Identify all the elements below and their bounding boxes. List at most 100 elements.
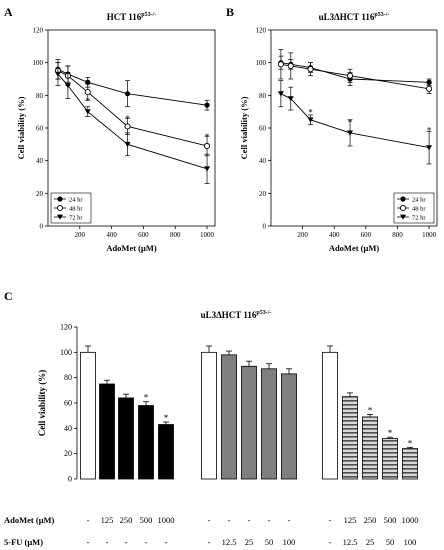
panel-c-ytick-label: 20 [64,449,72,458]
panel-c-5fu-value: - [145,537,148,547]
panel-a-ytick-label: 80 [36,92,44,100]
panel-a-data-point [54,71,61,77]
panel-c-significance-star: * [164,413,169,423]
panel-b-data-point [307,66,314,73]
panel-c-ytick-label: 80 [64,373,72,382]
panel-b-xtick-label: 800 [392,231,403,239]
panel-b-data-point [277,91,284,97]
panel-c-adomet-value: - [87,515,90,525]
panel-c-significance-star: * [368,405,373,415]
panel-c-5fu-value: 25 [245,537,254,547]
panel-c-bar [118,397,134,480]
panel-c-adomet-value: 500 [140,515,153,525]
panel-a-xtick-label: 1000 [200,231,215,239]
panel-b-xtick-label: 400 [329,231,340,239]
panel-c-5fu-value: 100 [404,537,417,547]
panel-b-ytick-label: 60 [259,125,267,133]
panel-b-legend-marker [399,204,407,212]
panel-a-legend-marker [56,204,64,212]
panel-b-significance-star: * [308,108,313,118]
panel-c-adomet-value: - [248,515,251,525]
panel-b-legend-label: 72 hr [412,215,426,222]
panel-c-adomet-value: - [288,515,291,525]
panel-c-bar [382,438,398,480]
panel-a-legend-label: 48 hr [69,206,83,213]
panel-c-5fu-value: - [165,537,168,547]
panel-a-data-point [124,141,131,148]
panel-a-significance-star: * [205,132,210,142]
panel-a-data-point [204,102,210,108]
panel-b-xtick-label: 200 [297,231,308,239]
panel-b-title-superscript: p53-/- [374,12,389,18]
panel-c-title-superscript: p53-/- [256,310,271,316]
panel-c-bar [281,373,297,480]
panel-c-adomet-value: 125 [101,515,114,525]
panel-a-significance-star: * [86,96,91,106]
panel-b-series-line [280,63,430,90]
panel-b-line-chart: uL3ΔHCT 116p53-/- 0 20 40 60 80 100 120 200 400 60… [239,12,438,253]
panel-b-x-axis-label: AdoMet (μM) [329,243,380,253]
panel-a-ytick-label: 20 [36,190,44,198]
panel-b-significance-star: * [427,126,432,136]
panel-c-bar-chart: uL3ΔHCT 116p53-/- 0 20 40 60 80 100 120 Cell via… [4,310,419,547]
panel-c-5fu-value: 12.5 [343,537,358,547]
panel-c-5fu-row-label: 5-FU (μM) [4,537,43,547]
panel-c-ytick-label: 0 [68,475,72,484]
panel-a-data-point [203,142,211,150]
panel-c-bar [322,351,338,480]
panel-b-title: uL3ΔHCT 116p53-/- [319,12,390,22]
panel-c-5fu-value: - [208,537,211,547]
panel-a-ytick-label: 100 [33,59,44,67]
panel-a-data-point [124,123,131,130]
panel-b-ytick-label: 100 [256,59,267,67]
panel-c-adomet-value: 500 [384,515,397,525]
panel-c-bar [342,396,358,480]
panel-a-data-point [124,91,131,97]
panel-a-data-point [64,83,71,89]
panel-c-letter: C [4,289,13,303]
panel-a-ytick-label: 40 [36,157,44,165]
panel-a-data-point [84,109,91,115]
panel-a-data-point [204,166,211,172]
panel-b-data-point [426,85,433,92]
panel-a-series-line [57,68,208,106]
panel-b-data-point [307,117,314,123]
panel-c-ytick-label: 100 [60,348,72,357]
panel-a-data-point [84,89,91,96]
panel-c-adomet-row-label: AdoMet (μM) [4,515,55,525]
panel-c-bar [99,383,115,480]
panel-c-bar [362,416,378,480]
panel-b-data-point [287,96,294,102]
panel-c-adomet-value: 1000 [158,515,175,525]
panel-c-adomet-value: 250 [364,515,377,525]
panel-a-x-axis-label: AdoMet (μM) [106,243,157,253]
panel-b-y-axis-label: Cell viability (%) [239,96,249,159]
panel-b-series-line [280,93,430,149]
panel-c-ytick-label: 120 [60,323,72,332]
panel-b-significance-star: * [348,117,353,127]
panel-c-5fu-value: 50 [386,537,395,547]
panel-a-ytick-label: 120 [33,27,44,35]
panel-c-adomet-value: 125 [344,515,357,525]
panel-a-ytick-label: 0 [40,223,44,231]
panel-c-ytick-label: 40 [64,424,72,433]
panel-a-xtick-label: 400 [106,231,117,239]
panel-b-legend-marker [400,196,406,202]
panel-c-bar [80,351,96,480]
panel-b-ytick-label: 0 [263,223,267,231]
panel-c-5fu-value: 100 [283,537,296,547]
panel-b-series-line [280,62,430,83]
panel-a-series-line [57,70,208,147]
panel-a-legend-marker [57,214,63,220]
panel-c-bar [241,365,257,480]
panel-c-bar [138,405,154,480]
panel-c-y-axis-label: Cell viability (%) [37,370,47,437]
panel-b-ytick-label: 40 [259,157,267,165]
panel-a-xtick-label: 200 [75,231,86,239]
panel-a-letter: A [4,5,13,19]
panel-c-adomet-value: - [228,515,231,525]
panel-b-ytick-label: 20 [259,190,267,198]
panel-a-ytick-label: 60 [36,125,44,133]
panel-c-bar [201,351,217,480]
